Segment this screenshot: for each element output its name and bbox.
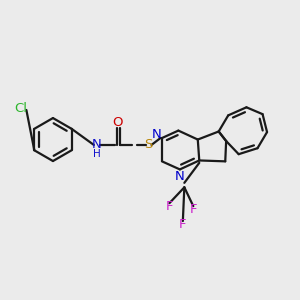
Text: F: F — [190, 202, 197, 216]
Text: O: O — [112, 116, 122, 129]
Text: N: N — [92, 138, 102, 152]
Text: F: F — [179, 218, 187, 231]
Text: N: N — [175, 170, 184, 183]
Text: Cl: Cl — [14, 102, 28, 115]
Text: S: S — [144, 138, 153, 152]
Text: H: H — [93, 149, 101, 159]
Text: N: N — [151, 128, 161, 141]
Text: F: F — [166, 200, 173, 213]
